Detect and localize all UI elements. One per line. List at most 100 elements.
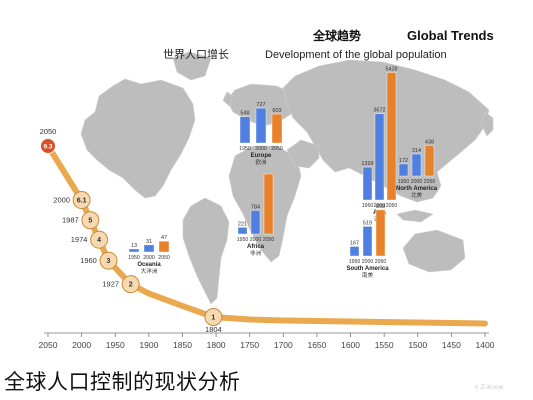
bar-value-europe-1950: 548 (240, 111, 249, 117)
bar-asia-1950 (362, 166, 373, 201)
milestone-marker-1804 (204, 308, 223, 326)
bar-year-asia-1950: 1950 (362, 203, 374, 209)
bar-year-europe-1950: 1950 (239, 146, 251, 152)
milestone-marker-1974 (90, 230, 109, 249)
bar-year-south-america-1950: 1950 (349, 259, 361, 265)
region-name-cn-oceania: 大洋洲 (141, 267, 158, 275)
bar-north-america-2050 (424, 145, 435, 177)
population-curve: 2050 2000 1950 1900 1850 1800 1750 1700 1650 1600… (39, 127, 495, 350)
bar-value-africa-1950: 221 (238, 221, 247, 227)
bar-value-north-america-2000: 314 (412, 148, 421, 154)
greenland-shape (172, 51, 212, 81)
australia-shape (402, 229, 466, 273)
bar-year-north-america-1950: 1950 (398, 179, 410, 185)
x-tick-label-1950: 1950 (106, 340, 125, 350)
x-tick-label-1900: 1900 (139, 340, 158, 350)
milestone-year-1960: 1960 (80, 256, 97, 265)
region-name-north-america: North America (396, 186, 438, 192)
south-america-shape (182, 197, 230, 305)
bar-year-africa-2000: 2000 (250, 237, 262, 243)
x-tick-label-1500: 1500 (408, 340, 427, 350)
bar-value-asia-2000: 3672 (373, 108, 385, 114)
bar-oceania-2050 (158, 240, 170, 253)
bar-value-oceania-2000: 31 (146, 239, 152, 245)
milestone-value-1987: 5 (88, 218, 92, 225)
milestone-value-1960: 3 (107, 258, 111, 265)
bar-value-europe-2050: 603 (272, 108, 281, 114)
bar-value-oceania-2050: 47 (161, 235, 167, 241)
region-name-europe: Europe (251, 153, 272, 159)
asia-shape (282, 59, 490, 203)
bar-europe-2050 (271, 113, 283, 144)
bar-year-oceania-2000: 2000 (143, 255, 155, 261)
x-tick-label-1600: 1600 (341, 340, 360, 350)
title-cn: 全球趋势 (312, 28, 361, 43)
bar-value-asia-1950: 1399 (361, 161, 373, 167)
milestone-value-2000: 6.1 (77, 197, 87, 204)
bar-oceania-2000 (143, 244, 155, 253)
region-name-africa: Africa (247, 244, 265, 250)
north-america-shape (80, 78, 196, 199)
region-name-cn-europe: 欧洲 (255, 158, 267, 166)
x-tick-label-2050: 2050 (39, 340, 58, 350)
bar-europe-1950 (239, 116, 251, 144)
bar-africa-1950 (237, 227, 248, 235)
bar-year-oceania-2050: 2050 (158, 255, 170, 261)
x-tick-label-1800: 1800 (207, 340, 226, 350)
bar-europe-2000 (255, 107, 267, 144)
milestone-year-1987: 1987 (62, 216, 79, 225)
x-tick-label-1400: 1400 (476, 340, 495, 350)
x-tick-label-1700: 1700 (274, 340, 293, 350)
bar-year-africa-1950: 1950 (237, 237, 249, 243)
bar-year-asia-2050: 2050 (386, 203, 398, 209)
bar-value-south-america-1950: 167 (350, 240, 359, 246)
bar-value-north-america-1950: 172 (399, 158, 408, 164)
bar-year-europe-2050: 2050 (271, 146, 283, 152)
milestone-year-2000: 2000 (53, 196, 70, 205)
bar-year-europe-2000: 2000 (255, 146, 267, 152)
bar-value-europe-2000: 727 (256, 102, 265, 108)
milestone-value-1804: 1 (211, 314, 215, 321)
milestone-year-1804: 1804 (205, 325, 222, 334)
bar-value-north-america-2050: 438 (425, 139, 434, 145)
x-tick-label-1550: 1550 (375, 340, 394, 350)
region-name-cn-south-america: 南美 (362, 271, 374, 279)
milestone-marker-2000 (72, 191, 91, 210)
milestone-marker-1960 (99, 251, 118, 270)
milestone-marker-1927 (121, 275, 140, 294)
bar-south-america-2000 (362, 226, 373, 257)
bar-year-asia-2000: 2000 (374, 203, 386, 209)
region-name-south-america: South America (346, 266, 389, 272)
x-tick-label-2000: 2000 (72, 340, 91, 350)
bar-value-africa-2000: 784 (251, 204, 260, 210)
bar-year-africa-2050: 2050 (263, 237, 275, 243)
bar-year-oceania-1950: 1950 (128, 255, 140, 261)
bar-asia-2050 (386, 72, 397, 201)
bar-north-america-2000 (411, 153, 422, 177)
subtitle-en: Development of the global population (265, 49, 447, 61)
indonesia-shape (396, 209, 434, 223)
milestone-year-1927: 1927 (102, 280, 119, 289)
region-name-oceania: Oceania (137, 262, 161, 268)
bar-year-north-america-2000: 2000 (411, 179, 423, 185)
bar-year-south-america-2000: 2000 (362, 259, 374, 265)
uk-shape (222, 91, 234, 107)
middle-east-shape (286, 139, 320, 169)
milestone-marker-2050 (40, 138, 56, 154)
bar-value-south-america-2050: 808 (376, 204, 385, 210)
x-tick-label-1750: 1750 (240, 340, 259, 350)
milestone-year-2050: 2050 (40, 127, 57, 136)
bar-year-south-america-2050: 2050 (375, 259, 387, 265)
milestone-marker-1987 (81, 211, 100, 230)
title-en: Global Trends (407, 28, 494, 43)
bar-south-america-1950 (349, 246, 360, 257)
title-block: Global Trends 全球趋势 Development of the glob… (163, 28, 494, 61)
x-tick-label-1850: 1850 (173, 340, 192, 350)
region-name-cn-africa: 非洲 (250, 249, 262, 257)
bar-oceania-1950 (128, 248, 140, 253)
